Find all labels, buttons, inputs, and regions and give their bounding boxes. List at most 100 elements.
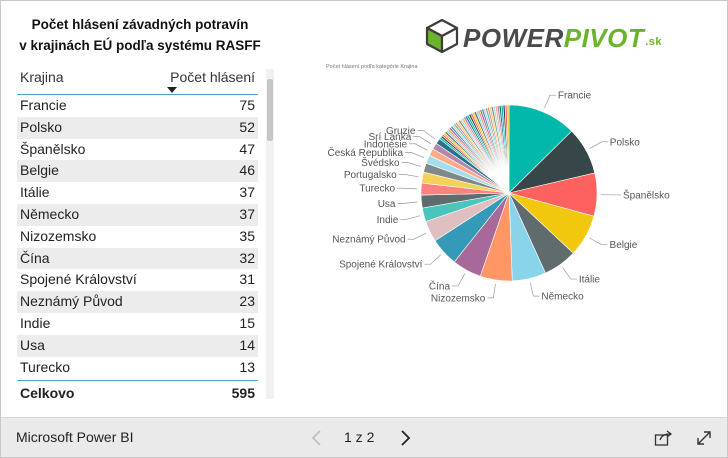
leader-line	[452, 273, 466, 287]
power-bi-brand-link[interactable]: Microsoft Power BI	[16, 429, 134, 445]
cell-count: 31	[239, 271, 255, 288]
report-canvas: Počet hlásení závadných potravín v kraji…	[1, 1, 727, 416]
chevron-right-icon[interactable]	[397, 429, 413, 447]
cell-country: Španělsko	[20, 140, 86, 157]
slice-label: Neznámý Původ	[332, 234, 405, 246]
slice-label: Česká Republika	[327, 146, 403, 159]
table-row[interactable]: Indie 15	[17, 313, 258, 335]
fullscreen-icon[interactable]	[695, 429, 713, 447]
table-total-row: Celkovo 595	[17, 380, 258, 404]
leader-line	[397, 187, 418, 190]
leader-line	[409, 143, 428, 151]
cell-count: 52	[239, 118, 255, 135]
cell-country: Belgie	[20, 162, 59, 179]
table-row[interactable]: Německo 37	[17, 203, 258, 226]
slice-label: Čína	[429, 279, 451, 292]
cell-country: Usa	[20, 336, 45, 353]
table-row[interactable]: Polsko 52	[17, 116, 258, 139]
column-header-country[interactable]: Krajina	[20, 69, 64, 85]
cell-country: Německo	[20, 205, 80, 222]
table-row[interactable]: Itálie 37	[17, 182, 258, 204]
logo-power: POWER	[463, 23, 564, 53]
slice-label: Indie	[377, 215, 399, 226]
chevron-left-icon[interactable]	[309, 429, 325, 447]
leader-line	[589, 141, 608, 149]
logo-pivot: PIVOT	[563, 23, 645, 53]
table-row[interactable]: Usa 14	[17, 334, 258, 357]
cell-country: Polsko	[20, 118, 63, 135]
slice-label: Spojené Království	[339, 260, 423, 271]
pie-slice[interactable]	[508, 104, 573, 194]
table-row[interactable]: Čína 32	[17, 247, 258, 270]
cell-count: 47	[239, 140, 255, 157]
cell-count: 14	[239, 336, 255, 353]
slice-label: Gruzie	[386, 126, 416, 137]
leader-line	[407, 232, 427, 240]
leader-line	[424, 254, 442, 265]
slice-label: Usa	[378, 199, 396, 210]
table-body: Francie 75 Polsko 52 Španělsko 47 Belgie 46 Itál…	[17, 95, 258, 378]
slice-label: Srí Lanka	[369, 132, 412, 143]
report-title: Počet hlásení závadných potravín v kraji…	[15, 14, 265, 56]
table-row[interactable]: Neznámý Původ 23	[17, 291, 258, 313]
leader-line	[562, 267, 577, 280]
cube-logo-icon	[425, 18, 459, 54]
scrollbar-thumb[interactable]	[267, 79, 273, 141]
slice-label: Německo	[541, 292, 584, 303]
cell-country: Turecko	[20, 358, 71, 375]
table-row[interactable]: Nizozemsko 35	[17, 226, 258, 248]
leader-line	[398, 173, 419, 178]
share-icon[interactable]	[654, 429, 674, 447]
slice-label: Polsko	[610, 137, 640, 148]
cell-count: 32	[239, 249, 255, 266]
cell-count: 13	[239, 358, 255, 375]
cell-count: 37	[239, 205, 255, 222]
slice-label: Nizozemsko	[431, 293, 486, 304]
column-header-count[interactable]: Počet hlásení	[170, 69, 255, 85]
cell-count: 23	[239, 293, 255, 310]
table-scrollbar[interactable]	[266, 69, 274, 399]
title-line-2: v krajinách EÚ podľa systému RASFF	[19, 38, 261, 53]
slice-label: Francie	[558, 91, 592, 102]
leader-line	[400, 215, 420, 220]
cell-country: Indie	[20, 314, 51, 331]
total-label: Celkovo	[20, 385, 75, 402]
table-row[interactable]: Španělsko 47	[17, 139, 258, 161]
cell-count: 15	[239, 314, 255, 331]
slice-label: Švédsko	[361, 156, 400, 169]
table-row[interactable]: Spojené Království 31	[17, 269, 258, 291]
leader-line	[589, 237, 608, 246]
leader-line	[529, 282, 540, 297]
leader-line	[401, 162, 422, 167]
leader-line	[405, 152, 425, 159]
slice-label: Belgie	[610, 240, 638, 251]
table-row[interactable]: Belgie 46	[17, 160, 258, 183]
pie-chart[interactable]: Francie Polsko Španělsko Belgie Itálie Německ…	[326, 73, 721, 308]
logo-text: POWERPIVOT.sk	[463, 23, 663, 54]
footer-bar: Microsoft Power BI 1 z 2	[1, 417, 727, 457]
sort-descending-icon	[167, 87, 177, 93]
pie-slice-other[interactable]	[506, 104, 510, 194]
cell-count: 75	[239, 97, 255, 113]
table-header: Krajina Počet hlásení	[17, 63, 258, 95]
cell-country: Francie	[20, 97, 67, 113]
slice-label: Itálie	[579, 275, 601, 286]
table-row[interactable]: Turecko 13	[17, 357, 258, 379]
logo-suffix: .sk	[645, 36, 663, 48]
table-row[interactable]: Francie 75	[17, 95, 258, 117]
page-indicator: 1 z 2	[344, 429, 375, 445]
total-value: 595	[231, 385, 255, 402]
leader-line	[544, 94, 556, 109]
country-table[interactable]: Krajina Počet hlásení Francie 75 Polsko 52 Š…	[17, 63, 258, 404]
slice-label: Indonésie	[364, 139, 408, 150]
chart-caption: Počet hlásení podľa kategórie Krajina	[326, 64, 418, 70]
powerpivot-logo: POWERPIVOT.sk	[425, 15, 662, 57]
cell-country: Nizozemsko	[20, 227, 97, 244]
cell-country: Itálie	[20, 184, 50, 201]
leader-line	[417, 130, 435, 140]
leader-line	[413, 136, 432, 145]
slice-label: Turecko	[359, 184, 395, 195]
cell-count: 37	[239, 184, 255, 201]
cell-country: Spojené Království	[20, 271, 137, 288]
cell-count: 46	[239, 162, 255, 179]
